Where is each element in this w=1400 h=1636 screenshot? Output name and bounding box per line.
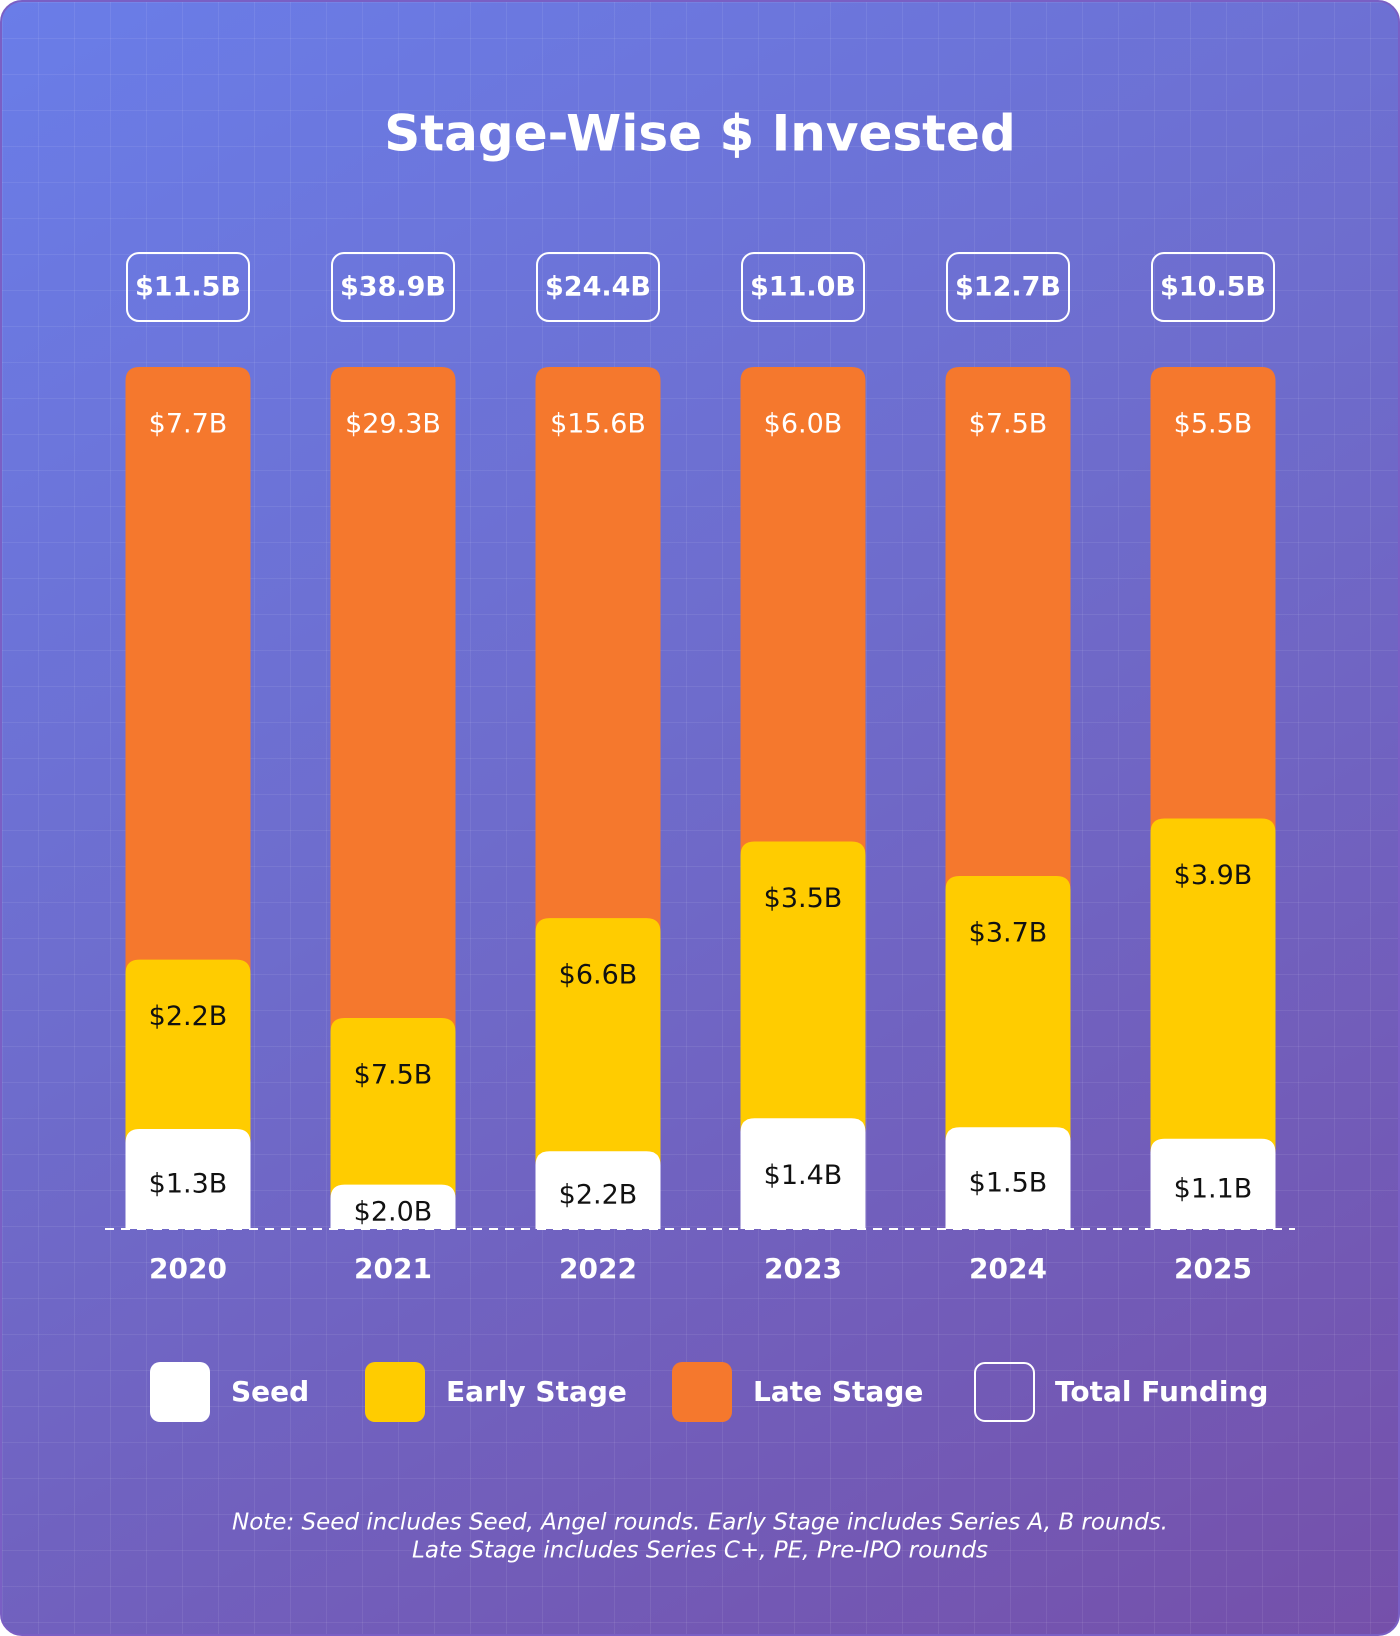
bar-segment [330, 1017, 456, 1199]
x-tick-label: 2025 [1174, 1252, 1252, 1285]
bar-segment [740, 1118, 866, 1229]
bar-segment [1150, 1138, 1276, 1229]
x-tick-label: 2022 [559, 1252, 637, 1285]
legend-label: Early Stage [446, 1375, 627, 1408]
legend-label: Seed [231, 1375, 309, 1408]
value-label: $2.2B [149, 1001, 228, 1032]
value-label: $7.5B [969, 409, 1048, 440]
value-label: $2.2B [559, 1180, 638, 1211]
total-label: $12.7B [955, 272, 1061, 303]
total-label: $11.0B [750, 272, 856, 303]
value-label: $1.1B [1174, 1173, 1253, 1204]
total-box [946, 252, 1070, 322]
bar-segment [535, 918, 661, 1166]
bar-segment [945, 1127, 1071, 1229]
total-box [536, 252, 660, 322]
total-box [741, 252, 865, 322]
value-label: $6.6B [559, 960, 638, 991]
bar-segment [125, 367, 251, 974]
total-box [1151, 252, 1275, 322]
bar-segment [1150, 818, 1276, 1153]
value-label: $7.7B [149, 409, 228, 440]
value-label: $7.5B [354, 1059, 433, 1090]
bar-segment [535, 367, 661, 933]
bar-segment [330, 1184, 456, 1229]
legend-label: Total Funding [1055, 1375, 1268, 1408]
total-label: $24.4B [545, 272, 651, 303]
value-label: $29.3B [345, 409, 441, 440]
bar-segment [125, 959, 251, 1143]
value-label: $1.4B [764, 1160, 843, 1191]
total-box [331, 252, 455, 322]
chart-title: Stage-Wise $ Invested [384, 105, 1016, 163]
legend-swatch [672, 1362, 732, 1422]
legend-label: Late Stage [753, 1375, 923, 1408]
value-label: $5.5B [1174, 409, 1253, 440]
x-tick-label: 2023 [764, 1252, 842, 1285]
total-box [126, 252, 250, 322]
legend-swatch [974, 1362, 1035, 1422]
legend-swatch [365, 1362, 425, 1422]
value-label: $3.9B [1174, 860, 1253, 891]
x-tick-label: 2021 [354, 1252, 432, 1285]
note: Note: Seed includes Seed, Angel rounds. … [232, 1510, 1168, 1536]
bar-segment [330, 367, 456, 1032]
value-label: $15.6B [550, 409, 646, 440]
note: Late Stage includes Series C+, PE, Pre-I… [412, 1538, 988, 1564]
value-label: $3.7B [969, 918, 1048, 949]
total-label: $10.5B [1160, 272, 1266, 303]
value-label: $1.5B [969, 1168, 1048, 1199]
value-label: $1.3B [149, 1168, 228, 1199]
bar-segment [740, 367, 866, 856]
bar-segment [125, 1128, 251, 1229]
bar-segment [740, 841, 866, 1133]
x-tick-label: 2020 [149, 1252, 227, 1285]
value-label: $3.5B [764, 883, 843, 914]
value-label: $2.0B [354, 1196, 433, 1227]
bar-segment [535, 1151, 661, 1229]
bar-segment [945, 367, 1071, 891]
x-tick-label: 2024 [969, 1252, 1047, 1285]
total-label: $38.9B [340, 272, 446, 303]
total-label: $11.5B [135, 272, 241, 303]
bar-segment [1150, 367, 1276, 833]
legend-swatch [150, 1362, 210, 1422]
value-label: $6.0B [764, 409, 843, 440]
bar-segment [945, 876, 1071, 1142]
